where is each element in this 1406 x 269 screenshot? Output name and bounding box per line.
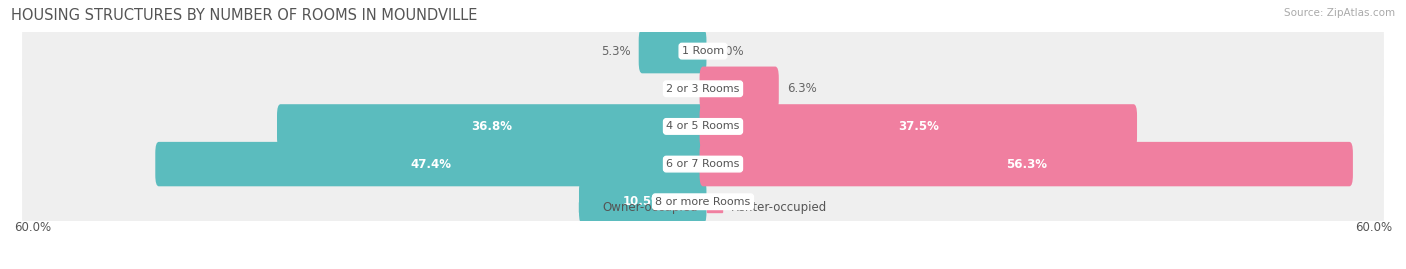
FancyBboxPatch shape bbox=[579, 179, 706, 224]
FancyBboxPatch shape bbox=[700, 66, 779, 111]
FancyBboxPatch shape bbox=[22, 119, 1384, 210]
Text: 0.0%: 0.0% bbox=[714, 45, 744, 58]
Text: 6.3%: 6.3% bbox=[787, 82, 817, 95]
FancyBboxPatch shape bbox=[155, 142, 706, 186]
Text: 0.0%: 0.0% bbox=[662, 82, 692, 95]
Text: 5.3%: 5.3% bbox=[600, 45, 631, 58]
FancyBboxPatch shape bbox=[700, 104, 1137, 149]
Legend: Owner-occupied, Renter-occupied: Owner-occupied, Renter-occupied bbox=[574, 196, 832, 218]
Text: 6 or 7 Rooms: 6 or 7 Rooms bbox=[666, 159, 740, 169]
Text: 47.4%: 47.4% bbox=[411, 158, 451, 171]
Text: 10.5%: 10.5% bbox=[623, 195, 664, 208]
Text: 56.3%: 56.3% bbox=[1005, 158, 1046, 171]
Text: 2 or 3 Rooms: 2 or 3 Rooms bbox=[666, 84, 740, 94]
FancyBboxPatch shape bbox=[22, 43, 1384, 134]
FancyBboxPatch shape bbox=[700, 142, 1353, 186]
FancyBboxPatch shape bbox=[22, 156, 1384, 247]
Text: 36.8%: 36.8% bbox=[471, 120, 512, 133]
Text: 4 or 5 Rooms: 4 or 5 Rooms bbox=[666, 121, 740, 132]
FancyBboxPatch shape bbox=[638, 29, 706, 73]
Text: 37.5%: 37.5% bbox=[898, 120, 939, 133]
Text: 60.0%: 60.0% bbox=[14, 221, 51, 234]
Text: 8 or more Rooms: 8 or more Rooms bbox=[655, 197, 751, 207]
FancyBboxPatch shape bbox=[22, 6, 1384, 97]
FancyBboxPatch shape bbox=[277, 104, 706, 149]
Text: HOUSING STRUCTURES BY NUMBER OF ROOMS IN MOUNDVILLE: HOUSING STRUCTURES BY NUMBER OF ROOMS IN… bbox=[11, 8, 478, 23]
Text: 0.0%: 0.0% bbox=[714, 195, 744, 208]
Text: 60.0%: 60.0% bbox=[1355, 221, 1392, 234]
FancyBboxPatch shape bbox=[22, 81, 1384, 172]
Text: Source: ZipAtlas.com: Source: ZipAtlas.com bbox=[1284, 8, 1395, 18]
Text: 1 Room: 1 Room bbox=[682, 46, 724, 56]
